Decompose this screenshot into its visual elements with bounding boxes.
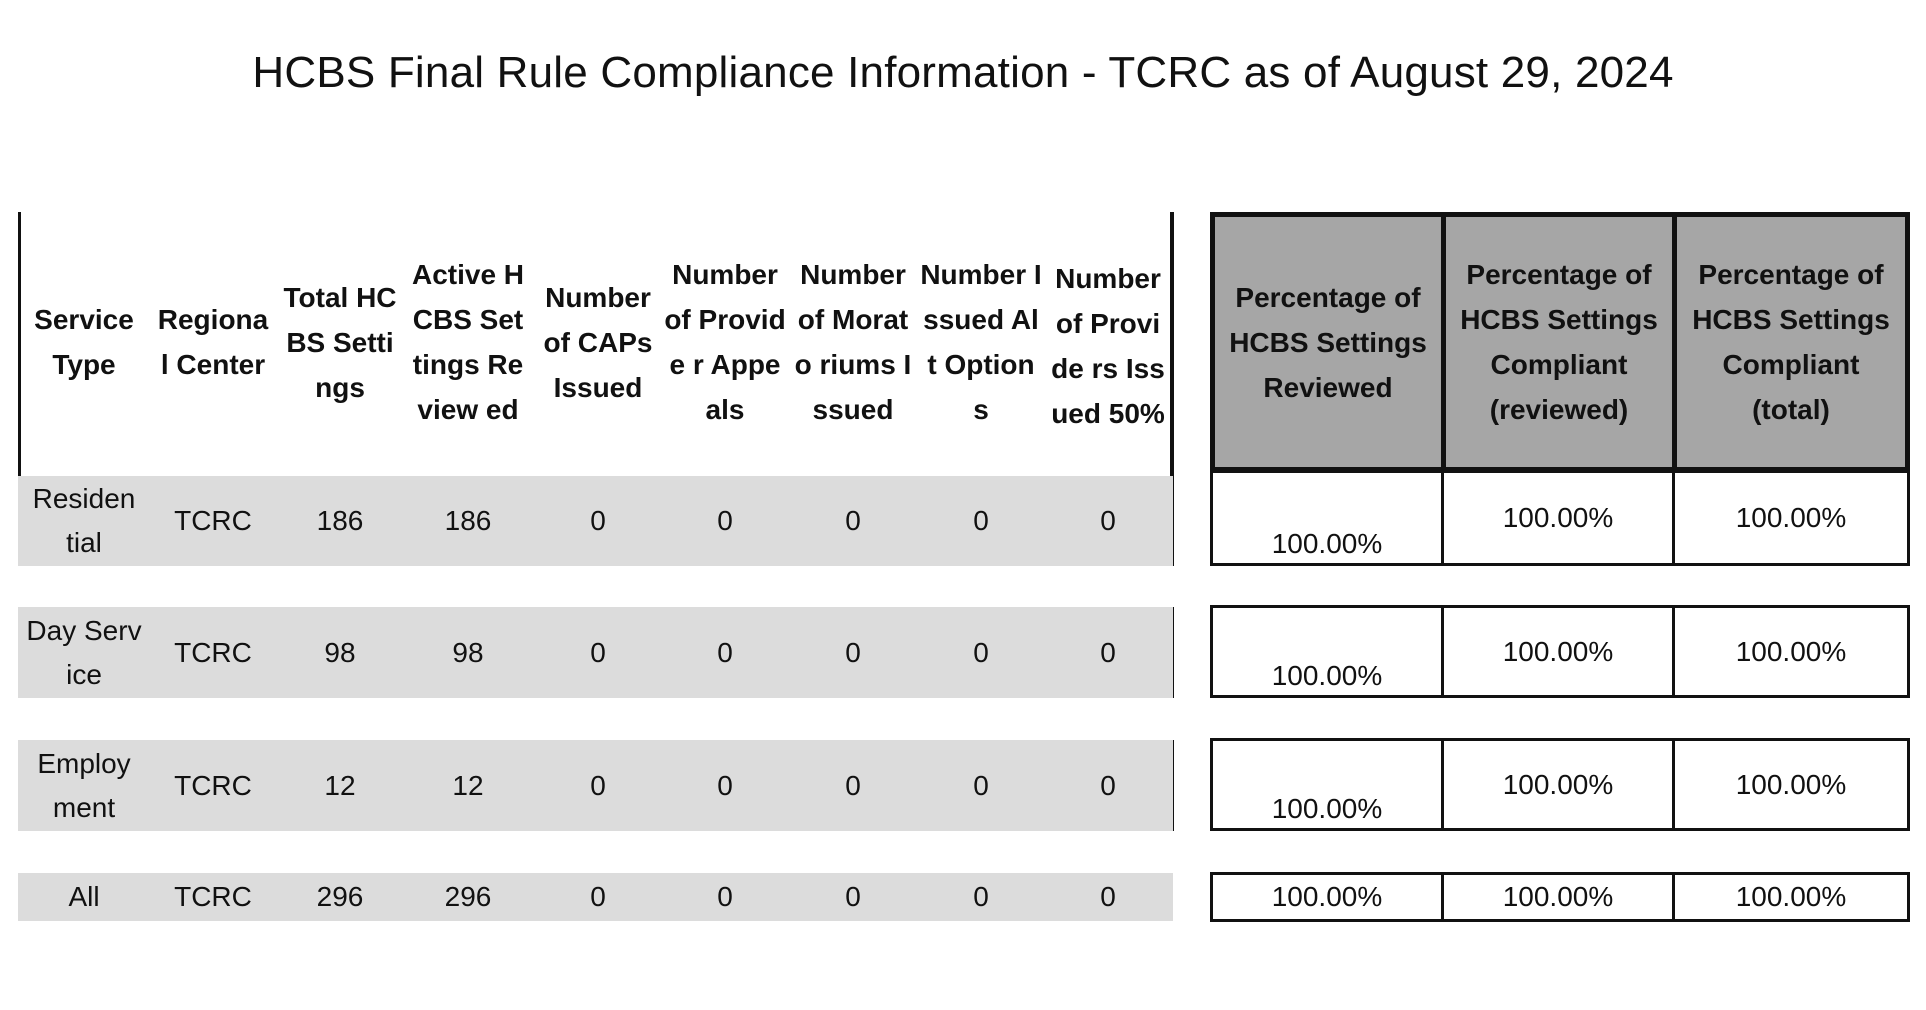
cell-active-reviewed: 296 bbox=[444, 881, 492, 912]
page-title: HCBS Final Rule Compliance Information -… bbox=[252, 48, 1674, 97]
percentage-row-divider bbox=[1672, 738, 1675, 831]
header-service-type: Service Type bbox=[34, 304, 134, 380]
pct-compliant-reviewed: 100.00% bbox=[1502, 502, 1614, 533]
cell-service-type: All bbox=[68, 881, 100, 912]
cell-caps-issued: 0 bbox=[590, 881, 606, 912]
header-active-hcbs-settings-reviewed: Active HCBS Settings Review ed bbox=[411, 259, 525, 425]
cell-provider-appeals: 0 bbox=[717, 881, 733, 912]
pct-compliant-total: 100.00% bbox=[1735, 768, 1847, 800]
cell-alt-options: 0 bbox=[973, 505, 989, 536]
cell-provider-appeals: 0 bbox=[717, 636, 733, 668]
percentage-row-divider bbox=[1441, 738, 1444, 831]
cell-provider-appeals: 0 bbox=[717, 769, 733, 801]
header-number-of-providers-issued-50: Number of Provide rs Issued 50% bbox=[1051, 263, 1165, 429]
header-total-hcbs-settings: Total HCBS Settings bbox=[283, 281, 397, 403]
header-percentage-compliant-reviewed: Percentage of HCBS Settings Compliant (r… bbox=[1441, 212, 1677, 472]
cell-regional-center: TCRC bbox=[174, 505, 252, 536]
cell-total-settings: 98 bbox=[324, 636, 356, 668]
cell-moratoriums-issued: 0 bbox=[845, 881, 861, 912]
left-table-left-border bbox=[18, 212, 21, 566]
cell-moratoriums-issued: 0 bbox=[845, 636, 861, 668]
cell-providers-issued-50: 0 bbox=[1100, 769, 1116, 801]
pct-compliant-reviewed: 100.00% bbox=[1502, 768, 1614, 800]
cell-regional-center: TCRC bbox=[174, 636, 252, 668]
cell-service-type: Day Service bbox=[26, 614, 142, 690]
cell-total-settings: 186 bbox=[316, 505, 364, 536]
header-number-of-provider-appeals: Number of Provide r Appeals bbox=[664, 259, 786, 425]
percentage-row-divider bbox=[1441, 872, 1444, 922]
pct-reviewed: 100.00% bbox=[1271, 660, 1383, 691]
cell-providers-issued-50: 0 bbox=[1100, 636, 1116, 668]
row-background-all bbox=[18, 873, 1173, 921]
percentage-row-divider bbox=[1441, 470, 1444, 566]
percentage-row-divider bbox=[1672, 872, 1675, 922]
cell-service-type: Employ ment bbox=[37, 747, 131, 823]
percentage-row-box bbox=[1210, 470, 1910, 566]
row-background-day-service bbox=[18, 607, 1173, 698]
header-number-of-caps-issued: Number of CAPs Issued bbox=[543, 281, 653, 403]
header-regional-center: Regiona l Center bbox=[157, 304, 269, 380]
cell-caps-issued: 0 bbox=[590, 769, 606, 801]
cell-active-reviewed: 186 bbox=[444, 505, 492, 536]
cell-alt-options: 0 bbox=[973, 636, 989, 668]
cell-provider-appeals: 0 bbox=[717, 505, 733, 536]
pct-reviewed: 100.00% bbox=[1271, 793, 1383, 824]
cell-total-settings: 296 bbox=[316, 881, 364, 912]
cell-service-type: Residen tial bbox=[32, 483, 136, 558]
percentage-row-box bbox=[1210, 872, 1910, 922]
cell-total-settings: 12 bbox=[324, 769, 356, 801]
row-background-employment bbox=[18, 740, 1173, 831]
cell-active-reviewed: 98 bbox=[452, 636, 484, 668]
cell-active-reviewed: 12 bbox=[452, 769, 484, 801]
pct-compliant-reviewed: 100.00% bbox=[1502, 881, 1614, 912]
cell-alt-options: 0 bbox=[973, 769, 989, 801]
cell-caps-issued: 0 bbox=[590, 505, 606, 536]
cell-alt-options: 0 bbox=[973, 881, 989, 912]
cell-moratoriums-issued: 0 bbox=[845, 505, 861, 536]
cell-caps-issued: 0 bbox=[590, 636, 606, 668]
cell-moratoriums-issued: 0 bbox=[845, 769, 861, 801]
header-number-issued-alt-options: Number Issued Alt Options bbox=[920, 259, 1042, 425]
cell-providers-issued-50: 0 bbox=[1100, 505, 1116, 536]
pct-compliant-total: 100.00% bbox=[1735, 881, 1847, 912]
percentage-row-box bbox=[1210, 605, 1910, 698]
pct-reviewed: 100.00% bbox=[1271, 528, 1383, 559]
pct-reviewed: 100.00% bbox=[1271, 881, 1383, 912]
left-table-right-border bbox=[1170, 212, 1174, 566]
header-percentage-compliant-total: Percentage of HCBS Settings Compliant (t… bbox=[1672, 212, 1910, 472]
pct-compliant-reviewed: 100.00% bbox=[1502, 635, 1614, 667]
cell-regional-center: TCRC bbox=[174, 769, 252, 801]
header-percentage-reviewed: Percentage of HCBS Settings Reviewed bbox=[1210, 212, 1446, 472]
percentage-row-divider bbox=[1672, 605, 1675, 698]
header-number-of-moratoriums-issued: Number of Morato riums Issued bbox=[794, 259, 912, 425]
row-background-residential bbox=[18, 476, 1173, 566]
cell-providers-issued-50: 0 bbox=[1100, 881, 1116, 912]
cell-regional-center: TCRC bbox=[174, 881, 252, 912]
pct-compliant-total: 100.00% bbox=[1735, 635, 1847, 667]
pct-compliant-total: 100.00% bbox=[1735, 502, 1847, 533]
percentage-row-box bbox=[1210, 738, 1910, 831]
percentage-row-divider bbox=[1441, 605, 1444, 698]
percentage-row-divider bbox=[1672, 470, 1675, 566]
